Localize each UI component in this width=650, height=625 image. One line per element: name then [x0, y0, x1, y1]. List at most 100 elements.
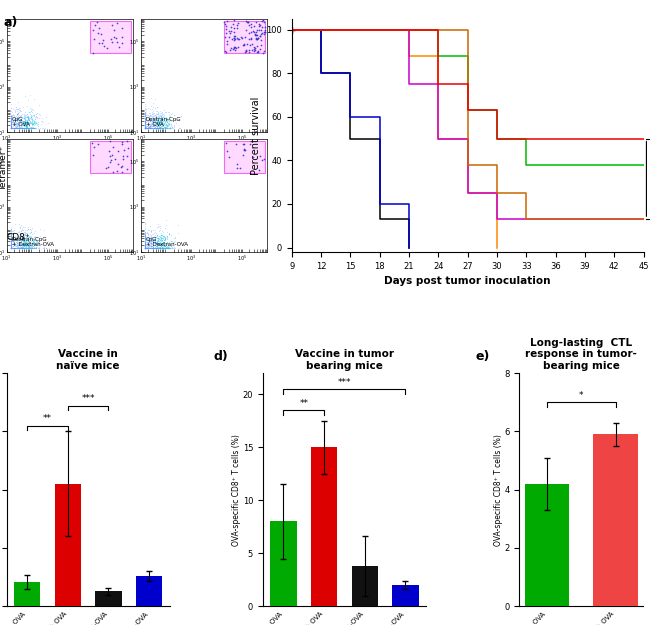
Point: [141, 238, 151, 248]
Point: [151, 243, 162, 253]
Point: [145, 110, 155, 120]
Point: [19, 243, 29, 253]
Point: [21, 123, 31, 133]
Point: [155, 116, 165, 126]
Point: [244, 34, 254, 44]
Point: [17, 231, 27, 241]
Point: [23, 239, 33, 249]
Point: [165, 123, 176, 133]
Point: [142, 116, 152, 126]
Point: [8, 123, 19, 133]
Point: [13, 123, 23, 133]
Point: [11, 118, 21, 127]
Point: [149, 123, 159, 133]
Point: [157, 231, 168, 241]
Point: [153, 243, 163, 253]
Point: [6, 236, 17, 246]
Point: [16, 243, 27, 253]
Point: [144, 240, 155, 250]
Point: [13, 235, 23, 245]
Point: [20, 225, 30, 235]
Point: [16, 243, 27, 253]
Point: [248, 26, 258, 36]
Point: [6, 239, 16, 249]
Point: [140, 123, 150, 133]
Point: [20, 234, 30, 244]
Point: [143, 234, 153, 244]
Point: [7, 239, 18, 249]
Point: [146, 232, 156, 242]
Point: [27, 229, 37, 239]
Point: [15, 239, 25, 249]
Point: [152, 121, 162, 131]
Point: [8, 243, 18, 253]
Point: [13, 123, 23, 133]
Point: [140, 123, 150, 133]
Point: [14, 110, 25, 120]
Point: [12, 123, 22, 133]
Point: [241, 46, 252, 56]
Point: [8, 236, 18, 246]
Point: [140, 114, 150, 124]
Point: [150, 238, 161, 248]
Point: [6, 123, 16, 133]
Point: [162, 234, 172, 244]
Point: [43, 118, 53, 128]
Point: [156, 110, 166, 120]
Point: [8, 122, 18, 132]
Point: [17, 243, 27, 253]
Point: [152, 122, 162, 132]
Point: [6, 239, 17, 249]
Point: [145, 232, 155, 242]
Point: [151, 237, 162, 247]
Point: [144, 243, 155, 253]
Point: [107, 167, 118, 177]
Point: [140, 243, 150, 253]
Point: [19, 239, 29, 249]
Point: [17, 122, 27, 132]
Point: [152, 237, 162, 247]
Point: [158, 111, 168, 121]
Point: [162, 118, 173, 128]
Point: [16, 239, 27, 249]
Point: [144, 243, 155, 253]
Point: [156, 117, 166, 127]
Point: [27, 236, 38, 246]
Point: [144, 123, 154, 133]
Point: [161, 107, 171, 118]
Point: [6, 123, 16, 133]
Point: [229, 43, 240, 53]
Point: [148, 111, 159, 121]
Point: [16, 115, 26, 125]
Point: [6, 243, 16, 253]
Point: [145, 122, 155, 132]
Point: [255, 40, 266, 50]
Point: [12, 123, 22, 133]
Point: [142, 122, 153, 132]
Point: [26, 240, 36, 250]
Point: [43, 236, 53, 246]
Point: [89, 142, 99, 152]
Point: [141, 123, 151, 133]
Point: [6, 228, 16, 238]
Point: [23, 243, 34, 253]
Point: [12, 234, 23, 244]
Point: [161, 119, 171, 129]
Point: [107, 20, 117, 30]
Point: [21, 117, 32, 127]
Point: [6, 243, 16, 253]
Point: [27, 122, 38, 132]
Point: [6, 123, 16, 133]
Point: [18, 118, 28, 127]
Point: [16, 123, 26, 133]
Point: [147, 114, 157, 124]
Point: [24, 119, 34, 129]
Point: [142, 123, 153, 133]
Point: [162, 243, 172, 253]
Point: [150, 94, 161, 104]
Point: [19, 236, 29, 246]
Point: [23, 123, 33, 133]
Point: [163, 112, 174, 122]
Point: [6, 242, 16, 252]
Point: [140, 107, 151, 118]
